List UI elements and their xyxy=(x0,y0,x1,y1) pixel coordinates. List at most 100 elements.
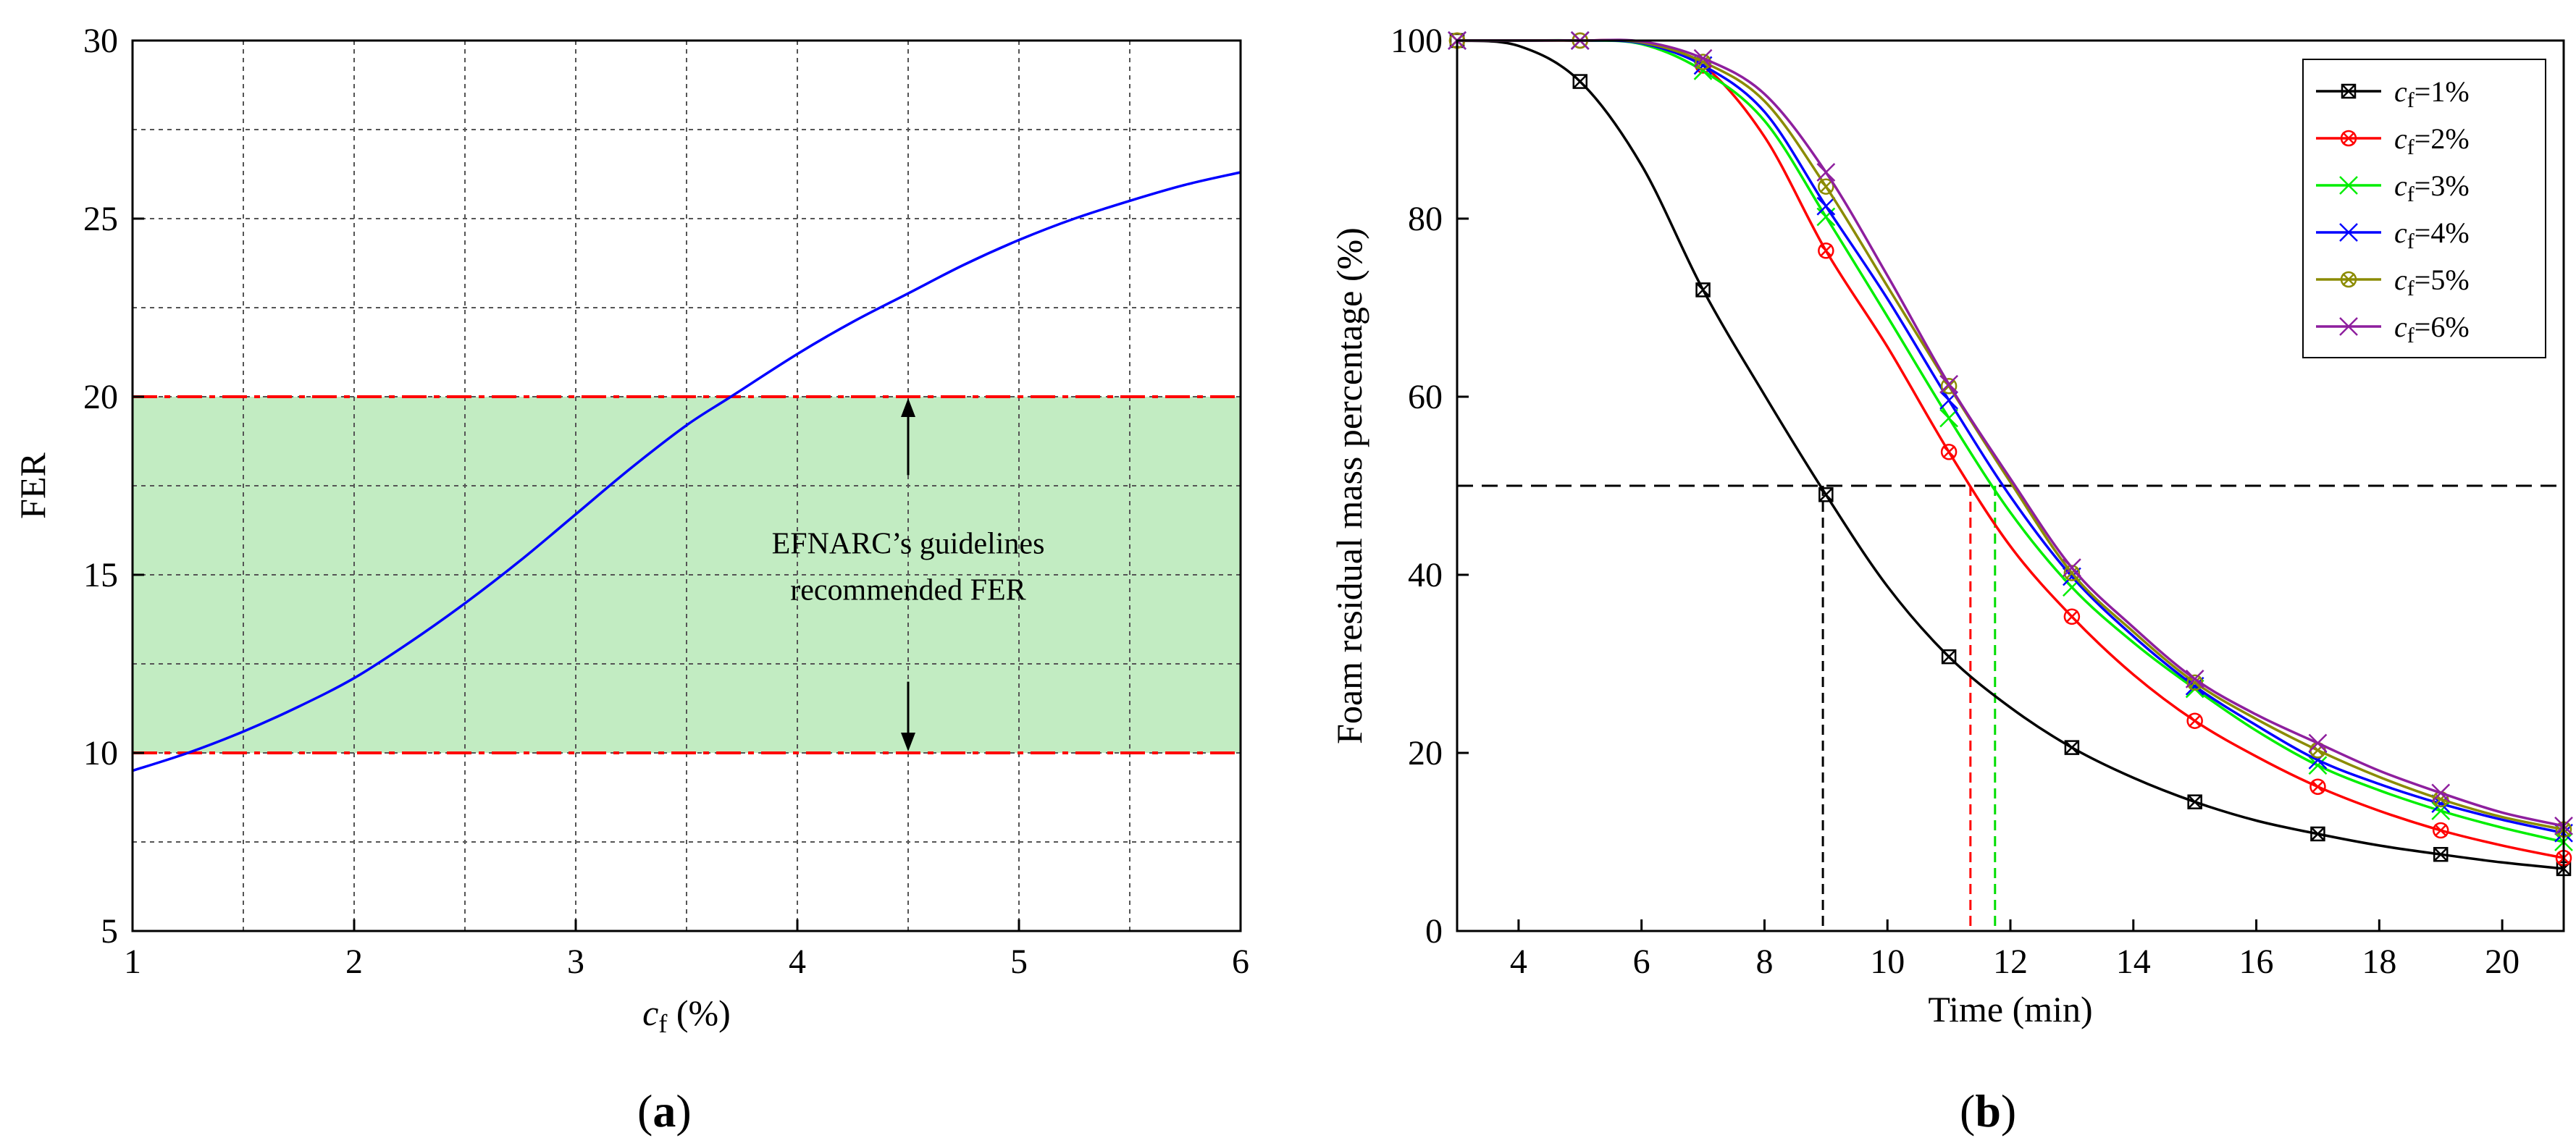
x-axis-label-unit: (%) xyxy=(667,993,730,1033)
legend-label-suffix: =5% xyxy=(2415,264,2470,296)
annotation-line-2: recommended FER xyxy=(790,573,1025,607)
series-point xyxy=(2308,733,2328,753)
series-point xyxy=(2185,676,2204,696)
annotation-line-1: EFNARC’s guidelines xyxy=(772,527,1045,560)
x-tick-label: 6 xyxy=(1633,943,1650,981)
series-point xyxy=(2063,567,2081,586)
series-point xyxy=(1818,178,1834,195)
y-tick-label: 60 xyxy=(1408,378,1443,416)
panel-label-b: (b) xyxy=(1960,1085,2016,1137)
legend-item: cf=1% xyxy=(2316,75,2470,112)
x-axis-label-var: c xyxy=(642,993,658,1033)
legend-label-var: c xyxy=(2394,311,2407,343)
series-point xyxy=(1693,49,1713,68)
legend-label-var: c xyxy=(2394,264,2407,296)
y-tick-label: 80 xyxy=(1408,200,1443,238)
panel-paren-open: ( xyxy=(1960,1085,1975,1137)
series-point xyxy=(1816,163,1836,182)
legend-label-var: c xyxy=(2394,216,2407,249)
series-point xyxy=(2309,778,2326,795)
series-point xyxy=(2310,826,2325,842)
series-line xyxy=(1456,39,2564,870)
y-tick-label: 20 xyxy=(83,378,118,416)
legend-swatch-marker xyxy=(2339,223,2358,242)
legend-item: cf=2% xyxy=(2316,122,2470,159)
grid xyxy=(133,41,1241,931)
legend: cf=1%cf=2%cf=3%cf=4%cf=5%cf=6% xyxy=(2302,59,2546,358)
series-point xyxy=(1818,243,1834,259)
series-line xyxy=(1457,38,2564,831)
y-axis-label: FER xyxy=(12,452,53,519)
x-axis-label: cf (%) xyxy=(642,993,731,1038)
series-point xyxy=(1941,649,1957,665)
series-point xyxy=(2431,783,2451,803)
legend-item: cf=6% xyxy=(2316,311,2470,347)
legend-item: cf=5% xyxy=(2316,264,2470,300)
legend-label-suffix: =3% xyxy=(2415,169,2470,202)
x-tick-label: 8 xyxy=(1755,943,1773,981)
legend-swatch-marker xyxy=(2340,130,2357,147)
series-point xyxy=(1939,408,1958,428)
legend-label-var: c xyxy=(2394,122,2407,155)
legend-label: cf=4% xyxy=(2394,216,2470,253)
x-tick-label: 10 xyxy=(1870,943,1905,981)
panel-paren-close: ) xyxy=(2001,1085,2016,1137)
legend-label: cf=3% xyxy=(2394,169,2470,206)
plot-frame xyxy=(131,39,1242,932)
y-axis-label: Foam residual mass percentage (%) xyxy=(1329,227,1369,744)
series-point xyxy=(1816,196,1836,216)
x-tick-label: 12 xyxy=(1993,943,2028,981)
panel-label-a: (a) xyxy=(637,1085,692,1137)
legend-label-sub: f xyxy=(2407,88,2415,112)
legend-label-suffix: =1% xyxy=(2415,75,2470,108)
chart-panel-a: EFNARC’s guidelines recommended FER 1 2 3 4 5 6… xyxy=(12,22,1249,1137)
series-point xyxy=(1572,74,1588,89)
x-tick-label: 4 xyxy=(1510,943,1527,981)
series-6 xyxy=(1448,31,2573,835)
series-point xyxy=(2186,674,2203,691)
series-point xyxy=(2186,712,2203,729)
x-tick-label: 3 xyxy=(567,943,584,981)
x-tick-label: 1 xyxy=(124,943,141,981)
chart-panel-b: 4 6 8 10 12 14 16 18 20 0 20 40 60 80 100 Time (min) Foa… xyxy=(1329,22,2573,1137)
panel-paren-open: ( xyxy=(637,1085,653,1137)
series-point xyxy=(1695,282,1711,298)
y-tick-label: 30 xyxy=(83,22,118,60)
arrow-down-head xyxy=(901,733,915,751)
series-point xyxy=(2063,558,2081,578)
legend-swatch-marker xyxy=(2339,317,2358,336)
legend-label: cf=6% xyxy=(2394,311,2470,347)
series-point xyxy=(2308,756,2328,775)
y-tick-label: 25 xyxy=(83,200,118,238)
x-tick-label: 18 xyxy=(2362,943,2396,981)
series-point xyxy=(1818,487,1834,502)
x-tick-label: 20 xyxy=(2485,943,2520,981)
x-axis-label-sub: f xyxy=(658,1009,667,1038)
legend-item: cf=4% xyxy=(2316,216,2470,253)
x-tick-label: 4 xyxy=(789,943,806,981)
series-line xyxy=(1457,38,2564,827)
legend-label: cf=5% xyxy=(2394,264,2470,300)
legend-label: cf=2% xyxy=(2394,122,2470,159)
series-point xyxy=(1940,444,1958,460)
legend-label-sub: f xyxy=(2407,229,2415,253)
legend-label: cf=1% xyxy=(2394,75,2470,112)
legend-label-suffix: =6% xyxy=(2415,311,2470,343)
y-tick-label: 20 xyxy=(1408,734,1443,772)
x-tick-label: 5 xyxy=(1010,943,1028,981)
legend-label-var: c xyxy=(2394,169,2407,202)
legend-label-suffix: =4% xyxy=(2415,216,2470,249)
panel-letter-b: b xyxy=(1975,1085,2001,1137)
series-line xyxy=(1457,38,2564,843)
legend-label-sub: f xyxy=(2407,182,2415,206)
legend-swatch-marker xyxy=(2340,271,2357,288)
legend-swatch-marker xyxy=(2339,176,2358,195)
panel-letter-a: a xyxy=(653,1085,676,1137)
x-tick-label: 14 xyxy=(2116,943,2151,981)
y-tick-label: 40 xyxy=(1408,556,1443,594)
legend-box xyxy=(2302,59,2546,358)
legend-label-var: c xyxy=(2394,75,2407,108)
legend-label-sub: f xyxy=(2407,277,2415,300)
y-tick-label: 5 xyxy=(101,912,118,951)
